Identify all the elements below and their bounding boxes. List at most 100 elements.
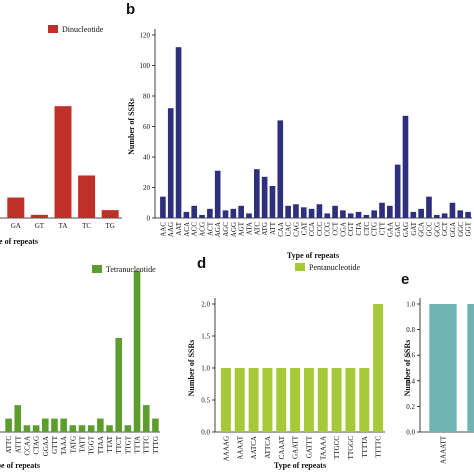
x-tick-label: CAT (300, 221, 308, 235)
bar (277, 120, 284, 218)
bar (199, 214, 205, 218)
x-tick-label: AGG (230, 222, 238, 237)
x-tick-label: TA (59, 222, 68, 230)
bar (303, 368, 314, 432)
bar (387, 205, 393, 218)
legend-label: Dinucleotide (62, 25, 104, 34)
x-tick-label: TATT (79, 435, 87, 452)
bar (238, 205, 244, 218)
bar (345, 368, 356, 432)
x-tick-label: TG (106, 222, 115, 230)
x-tick-label: CTC (363, 222, 371, 236)
bar (234, 368, 245, 432)
bar (160, 196, 166, 218)
bar (262, 368, 273, 432)
bar (5, 418, 12, 432)
x-tick-label: ACT (206, 221, 214, 236)
x-tick-label: GAATT (292, 435, 300, 459)
bar (246, 213, 252, 218)
bar (379, 202, 385, 218)
x-tick-label: GCC (425, 222, 433, 237)
x-tick-label: TTTC (143, 436, 151, 454)
bar (69, 425, 77, 432)
bar (222, 210, 229, 218)
bar (340, 210, 346, 218)
x-tick-label: GGA (449, 222, 457, 237)
y-tick-label: 60 (143, 123, 151, 131)
x-tick-label: TAAA (60, 436, 68, 455)
legend-label: Tetranucleotide (106, 265, 156, 274)
bar (14, 405, 22, 432)
y-tick-label: 0.6 (406, 352, 415, 360)
bar (133, 270, 141, 432)
x-tick-label: ATTCA (264, 436, 272, 459)
x-tick-label: CAC (285, 222, 293, 237)
x-tick-label: CCAA (23, 436, 31, 455)
bar (191, 205, 198, 218)
x-tick-label: TC (82, 222, 91, 230)
bar (101, 210, 119, 218)
x-tick-label: GAA (386, 222, 394, 237)
y-tick-label: 0 (147, 215, 151, 223)
x-tick-label: TTAA (97, 436, 105, 454)
x-tick-label: CGA (339, 222, 347, 237)
bar (32, 425, 40, 432)
y-tick-label: 0.0 (201, 429, 210, 437)
bar (261, 176, 268, 218)
x-tick-label: ACC (191, 222, 199, 237)
bar (269, 185, 276, 218)
y-tick-label: 0.5 (201, 397, 210, 405)
bar (167, 108, 174, 218)
x-tick-label: GT (35, 222, 45, 230)
x-tick-label: AAAAG (222, 436, 230, 461)
x-tick-label: CTT (379, 221, 387, 235)
bar (214, 170, 221, 218)
bar (60, 418, 67, 432)
bar (467, 304, 474, 432)
y-tick-label: 1.0 (406, 301, 415, 309)
bar (355, 211, 362, 218)
x-tick-label: AAAATT (440, 435, 448, 464)
x-tick-label: AATCA (250, 436, 258, 459)
x-tick-label: AAT (175, 221, 183, 235)
x-tick-label: GGC (457, 222, 465, 237)
x-tick-label: ATTC (5, 436, 13, 454)
x-tick-label: AGA (214, 222, 222, 237)
x-tick-label: AAC (159, 222, 167, 237)
bar (290, 368, 301, 432)
bar (183, 211, 190, 218)
bar (124, 425, 132, 432)
y-tick-label: 100 (140, 62, 151, 70)
bar (87, 425, 95, 432)
y-tick-label: 0.4 (406, 377, 415, 385)
bar (152, 418, 159, 432)
legend-swatch (48, 25, 58, 33)
bar (276, 368, 287, 432)
bar (285, 205, 291, 218)
bar (449, 202, 456, 218)
y-tick-label: 1.0 (201, 365, 210, 373)
bar (359, 368, 370, 432)
x-tick-label: TGGT (88, 435, 96, 454)
legend-swatch (92, 265, 102, 273)
x-tick-label: GTTT (51, 435, 59, 454)
x-tick-label: GCA (418, 222, 426, 237)
y-tick-label: 0.2 (406, 403, 415, 411)
bar (248, 368, 259, 432)
bar (142, 405, 150, 432)
bar (253, 169, 260, 218)
y-axis-label: Number of SSRs (127, 98, 136, 155)
bar (410, 211, 417, 218)
x-tick-label: GGT (465, 221, 473, 236)
bar (308, 208, 315, 218)
x-tick-label: TTTG (152, 436, 160, 454)
x-tick-label: CCG (324, 222, 332, 236)
bar (23, 425, 31, 432)
x-tick-label: CAAAT (278, 435, 286, 459)
x-tick-label: GA (11, 222, 21, 230)
x-tick-label: AGT (238, 221, 246, 236)
bar (441, 213, 448, 218)
y-tick-label: 40 (143, 154, 151, 162)
x-tick-label: ATG (261, 222, 269, 236)
x-tick-label: TTGGC (347, 436, 355, 460)
